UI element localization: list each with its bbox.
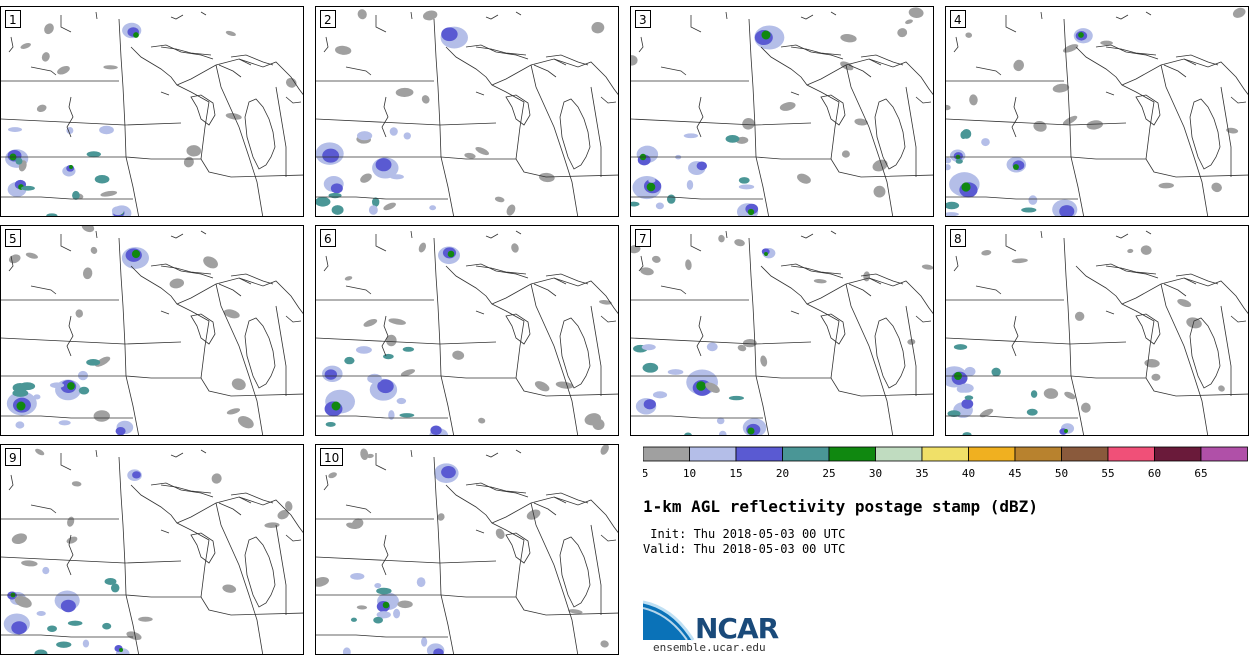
colorbar-tick-label: 65 bbox=[1194, 467, 1207, 480]
member-map bbox=[946, 230, 1248, 435]
colorbar-tick-label: 55 bbox=[1101, 467, 1114, 480]
colorbar-swatch-0 bbox=[643, 446, 690, 462]
member-label: 8 bbox=[950, 229, 966, 247]
valid-time: Valid: Thu 2018-05-03 00 UTC bbox=[643, 542, 846, 556]
member-panel-9: 9 bbox=[0, 444, 304, 655]
ncar-logo-text: NCAR bbox=[695, 612, 779, 645]
colorbar-tick-label: 5 bbox=[643, 467, 648, 480]
member-label: 5 bbox=[5, 229, 21, 247]
colorbar-tick-label: 45 bbox=[1008, 467, 1021, 480]
colorbar-swatch-11 bbox=[1154, 446, 1202, 462]
colorbar: 5 10 15 20 25 30 35 40 45 50 55 60 65 bbox=[643, 446, 1248, 480]
member-map bbox=[1, 11, 303, 216]
colorbar-swatch-4 bbox=[828, 446, 876, 462]
member-map bbox=[946, 7, 1248, 216]
member-map bbox=[316, 230, 618, 435]
colorbar-swatch-1 bbox=[689, 446, 737, 462]
member-label: 3 bbox=[635, 10, 651, 28]
colorbar-swatch-3 bbox=[782, 446, 830, 462]
colorbar-swatch-6 bbox=[921, 446, 969, 462]
colorbar-tick-label: 40 bbox=[962, 467, 975, 480]
colorbar-swatch-8 bbox=[1014, 446, 1062, 462]
member-panel-3: 3 bbox=[630, 6, 934, 217]
member-map bbox=[316, 9, 618, 216]
ncar-logo-icon bbox=[643, 600, 695, 641]
member-label: 10 bbox=[320, 448, 344, 466]
colorbar-tick-label: 20 bbox=[776, 467, 789, 480]
colorbar-tick-label: 60 bbox=[1148, 467, 1161, 480]
colorbar-swatch-10 bbox=[1107, 446, 1155, 462]
member-label: 9 bbox=[5, 448, 21, 466]
member-panel-8: 8 bbox=[945, 225, 1249, 436]
member-label: 7 bbox=[635, 229, 651, 247]
member-panel-6: 6 bbox=[315, 225, 619, 436]
colorbar-tick-label: 50 bbox=[1055, 467, 1068, 480]
member-label: 2 bbox=[320, 10, 336, 28]
site-url[interactable]: ensemble.ucar.edu bbox=[653, 641, 766, 654]
colorbar-tick-label: 25 bbox=[822, 467, 835, 480]
member-panel-5: 5 bbox=[0, 225, 304, 436]
colorbar-swatch-9 bbox=[1061, 446, 1109, 462]
member-panel-10: 10 bbox=[315, 444, 619, 655]
member-panel-7: 7 bbox=[630, 225, 934, 436]
colorbar-tick-label: 15 bbox=[729, 467, 742, 480]
member-map bbox=[316, 445, 618, 654]
member-label: 1 bbox=[5, 10, 21, 28]
member-panel-2: 2 bbox=[315, 6, 619, 217]
colorbar-swatch-12 bbox=[1200, 446, 1248, 462]
colorbar-tick-label: 10 bbox=[683, 467, 696, 480]
colorbar-swatch-5 bbox=[875, 446, 923, 462]
member-map bbox=[1, 448, 303, 654]
member-map bbox=[1, 226, 303, 435]
colorbar-swatch-2 bbox=[735, 446, 783, 462]
colorbar-swatch-7 bbox=[968, 446, 1016, 462]
member-label: 4 bbox=[950, 10, 966, 28]
member-label: 6 bbox=[320, 229, 336, 247]
init-time: Init: Thu 2018-05-03 00 UTC bbox=[643, 527, 846, 541]
colorbar-tick-label: 30 bbox=[869, 467, 882, 480]
member-panel-4: 4 bbox=[945, 6, 1249, 217]
member-map bbox=[631, 7, 933, 216]
member-map bbox=[631, 230, 933, 435]
member-panel-1: 1 bbox=[0, 6, 304, 217]
figure-title: 1-km AGL reflectivity postage stamp (dBZ… bbox=[643, 497, 1038, 516]
colorbar-tick-label: 35 bbox=[915, 467, 928, 480]
